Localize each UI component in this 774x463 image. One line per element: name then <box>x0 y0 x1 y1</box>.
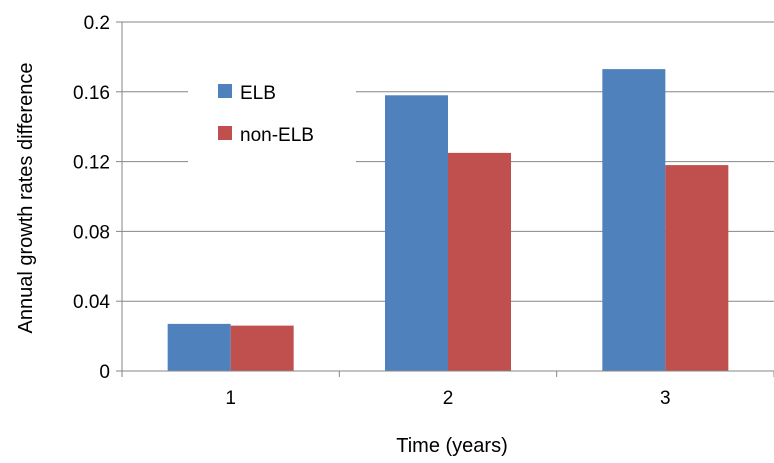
legend-swatch-non-elb <box>218 126 232 140</box>
legend-swatch-elb <box>218 84 232 98</box>
axes <box>116 21 774 377</box>
x-tick-label: 1 <box>225 388 236 409</box>
legend-background <box>188 72 356 164</box>
legend-label-elb: ELB <box>240 83 276 104</box>
y-tick-label: 0.04 <box>73 292 110 313</box>
legend-label-non-elb: non-ELB <box>240 125 314 146</box>
bars <box>167 69 729 372</box>
bar-elb-3 <box>602 69 666 372</box>
x-tick-label: 2 <box>443 388 454 409</box>
y-tick-label: 0.16 <box>73 83 110 104</box>
y-tick-label: 0 <box>99 362 110 383</box>
tick-labels: 0 0.04 0.08 0.12 0.16 0.2 1 2 3 <box>73 13 671 409</box>
legend: ELB non-ELB <box>188 72 356 164</box>
y-tick-label: 0.2 <box>84 13 110 34</box>
bar-elb-1 <box>167 323 231 371</box>
x-tick-label: 3 <box>660 388 671 409</box>
y-tick-label: 0.12 <box>73 153 110 174</box>
bar-non-elb-2 <box>448 152 511 371</box>
y-axis-title: Annual growth rates difference <box>15 63 37 334</box>
bar-non-elb-1 <box>230 325 294 371</box>
bar-non-elb-3 <box>665 165 729 371</box>
y-tick-label: 0.08 <box>73 222 110 243</box>
bar-elb-2 <box>385 95 448 371</box>
x-axis-title: Time (years) <box>396 435 507 457</box>
